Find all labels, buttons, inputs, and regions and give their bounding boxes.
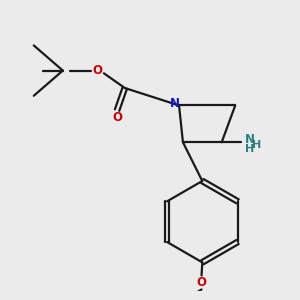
Text: O: O [196, 276, 206, 289]
Text: O: O [93, 64, 103, 77]
Text: N: N [169, 97, 179, 110]
Text: H: H [252, 140, 261, 150]
Text: O: O [112, 111, 122, 124]
Text: H: H [245, 144, 254, 154]
Text: N: N [244, 133, 255, 146]
